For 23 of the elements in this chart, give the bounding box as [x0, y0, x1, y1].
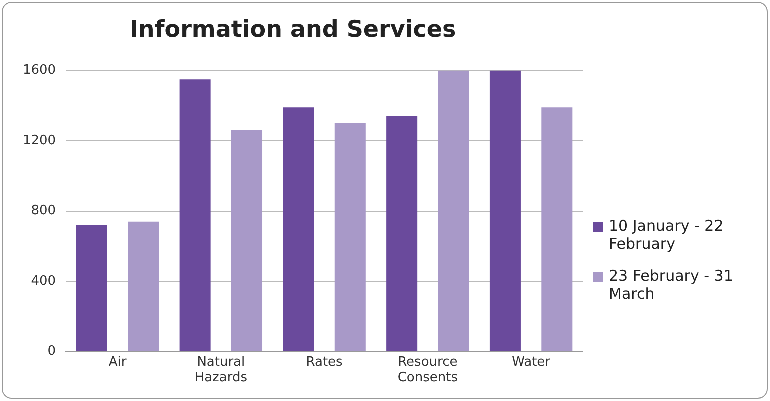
- bar: [283, 108, 314, 352]
- legend-label: 10 January - 22 February: [609, 217, 725, 253]
- bar: [76, 225, 108, 352]
- x-tick-label: Resource Consents: [398, 354, 458, 386]
- bar: [128, 222, 160, 352]
- bar: [438, 70, 470, 352]
- bar: [180, 80, 211, 352]
- bar: [334, 123, 366, 352]
- x-tick-label: Air: [108, 354, 128, 370]
- y-tick-label: 0: [48, 344, 56, 360]
- x-tick-label: Water: [512, 354, 552, 370]
- x-tick-label: Rates: [306, 354, 344, 370]
- y-tick-label: 400: [31, 274, 56, 289]
- legend-label: 23 February - 31 March: [609, 267, 734, 303]
- chart-title: Information and Services: [128, 17, 458, 43]
- y-tick-label: 1600: [22, 63, 56, 78]
- bar: [490, 70, 521, 352]
- y-tick-label: 800: [31, 204, 56, 219]
- bar: [542, 108, 573, 352]
- bar: [231, 130, 263, 352]
- y-tick-label: 1200: [22, 133, 56, 148]
- x-tick-label: Natural Hazards: [194, 354, 248, 386]
- bar: [386, 116, 418, 352]
